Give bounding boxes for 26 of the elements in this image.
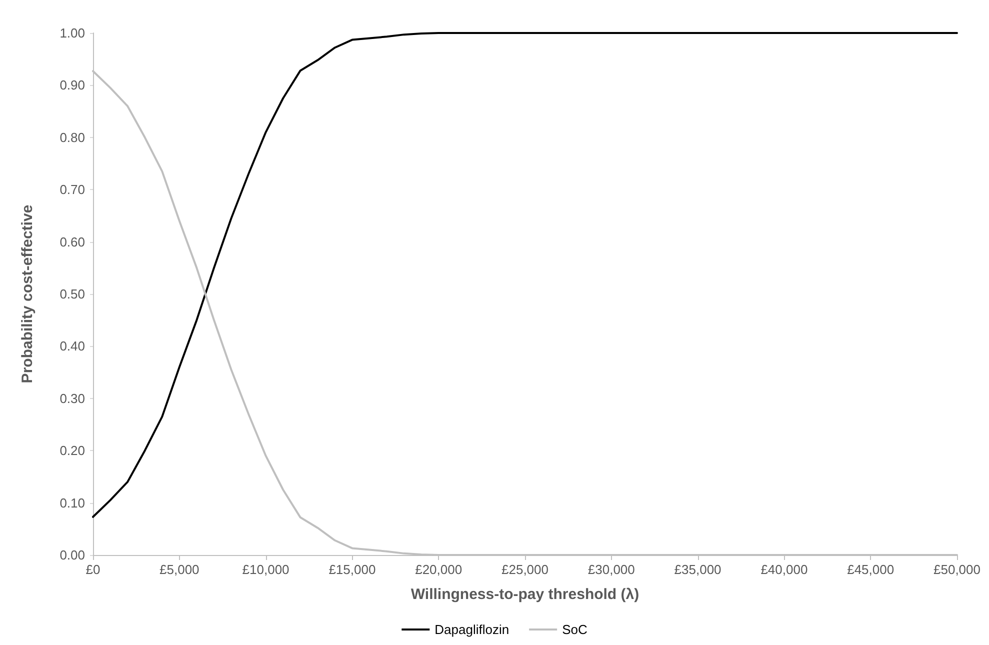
x-tick-label: £20,000	[415, 562, 462, 577]
x-tick-label: £45,000	[847, 562, 894, 577]
x-tick-label: £25,000	[502, 562, 548, 577]
x-tick-label: £40,000	[760, 562, 808, 577]
x-axis-title: Willingness-to-pay threshold (λ)	[410, 586, 640, 603]
x-tick-label: £35,000	[674, 562, 722, 577]
x-tick-label: £30,000	[588, 562, 635, 577]
y-axis-title: Probability cost-effective	[19, 204, 36, 384]
y-tick-label: 0.60	[60, 234, 85, 250]
y-tick-label: 0.40	[60, 338, 85, 354]
y-tick-label: 1.00	[60, 26, 85, 40]
x-tick-label: £5,000	[160, 562, 200, 577]
legend-label: SoC	[562, 622, 588, 637]
y-tick-label: 0.20	[60, 443, 85, 458]
y-tick-label: 0.30	[60, 390, 85, 406]
y-tick-label: 0.90	[60, 78, 85, 93]
y-tick-label: 0.80	[60, 130, 85, 145]
x-tick-label: £0	[86, 562, 100, 577]
x-tick-label: £50,000	[934, 562, 980, 577]
y-tick-label: 0.70	[60, 182, 85, 198]
legend-label: Dapagliflozin	[434, 622, 510, 637]
y-tick-label: 0.10	[60, 495, 85, 510]
y-tick-label: 0.50	[60, 286, 85, 302]
y-tick-label: 0.00	[60, 548, 85, 562]
x-tick-label: £10,000	[242, 562, 290, 577]
x-tick-label: £15,000	[328, 562, 376, 577]
